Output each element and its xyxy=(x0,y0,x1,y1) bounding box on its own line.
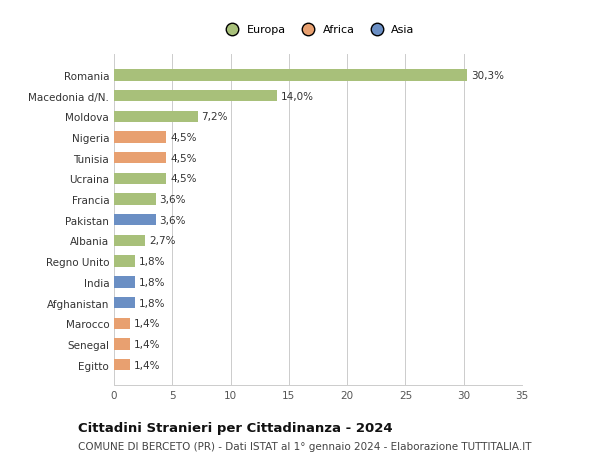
Text: 1,4%: 1,4% xyxy=(134,360,160,370)
Bar xyxy=(114,153,166,164)
Text: 1,8%: 1,8% xyxy=(139,298,165,308)
Bar xyxy=(114,132,166,143)
Text: 3,6%: 3,6% xyxy=(160,195,186,205)
Bar xyxy=(114,277,135,288)
Bar xyxy=(114,112,198,123)
Bar xyxy=(114,91,277,102)
Text: 1,8%: 1,8% xyxy=(139,257,165,267)
Text: 1,4%: 1,4% xyxy=(134,319,160,329)
Text: 7,2%: 7,2% xyxy=(202,112,228,122)
Text: 4,5%: 4,5% xyxy=(170,174,196,184)
Text: 3,6%: 3,6% xyxy=(160,215,186,225)
Bar xyxy=(114,194,156,205)
Bar xyxy=(114,70,467,81)
Bar xyxy=(114,339,130,350)
Text: Cittadini Stranieri per Cittadinanza - 2024: Cittadini Stranieri per Cittadinanza - 2… xyxy=(78,421,392,434)
Text: 1,4%: 1,4% xyxy=(134,339,160,349)
Bar xyxy=(114,235,145,246)
Text: 2,7%: 2,7% xyxy=(149,236,175,246)
Bar xyxy=(114,174,166,185)
Bar xyxy=(114,297,135,308)
Text: COMUNE DI BERCETO (PR) - Dati ISTAT al 1° gennaio 2024 - Elaborazione TUTTITALIA: COMUNE DI BERCETO (PR) - Dati ISTAT al 1… xyxy=(78,441,532,451)
Text: 14,0%: 14,0% xyxy=(281,91,314,101)
Text: 4,5%: 4,5% xyxy=(170,153,196,163)
Text: 4,5%: 4,5% xyxy=(170,133,196,143)
Legend: Europa, Africa, Asia: Europa, Africa, Asia xyxy=(217,21,419,40)
Bar xyxy=(114,215,156,226)
Text: 30,3%: 30,3% xyxy=(471,71,504,81)
Bar xyxy=(114,318,130,329)
Text: 1,8%: 1,8% xyxy=(139,277,165,287)
Bar xyxy=(114,256,135,267)
Bar xyxy=(114,359,130,370)
